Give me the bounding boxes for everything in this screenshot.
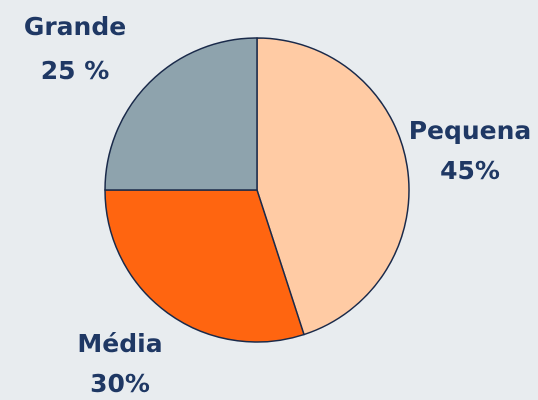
slice-label: Média <box>77 329 162 358</box>
pie-slice <box>104 37 258 191</box>
slice-label: Grande <box>24 12 126 41</box>
slice-value-label: 30% <box>90 369 150 398</box>
pie-slice <box>104 189 305 343</box>
slice-value-label: 45% <box>440 156 500 185</box>
slice-value-label: 25 % <box>41 56 110 85</box>
slice-label: Pequena <box>409 116 532 145</box>
pie-slice <box>256 37 410 336</box>
